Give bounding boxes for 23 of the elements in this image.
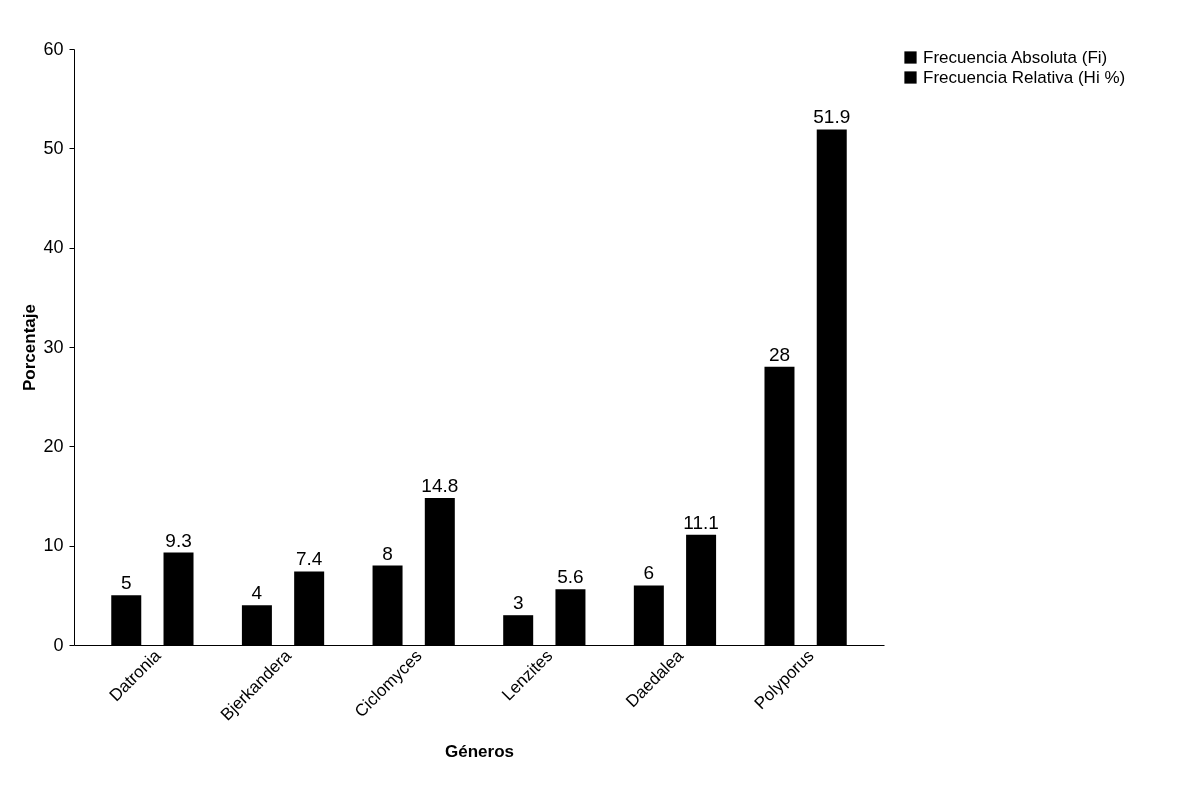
data-label: 6	[643, 562, 655, 584]
y-tick-label: 0	[53, 634, 64, 655]
data-label: 9.3	[165, 529, 192, 551]
y-tick-label: 10	[43, 535, 64, 556]
y-tick-label: 30	[43, 336, 64, 357]
y-tick-label: 50	[43, 137, 64, 158]
data-label: 8	[382, 542, 393, 564]
legend-label: Frecuencia Absoluta (Fi)	[923, 47, 1108, 67]
data-label: 14.8	[421, 474, 459, 496]
data-label: 3	[512, 592, 524, 614]
data-label: 5.6	[557, 566, 584, 588]
data-label: 28	[768, 343, 791, 365]
y-tick-label: 20	[43, 435, 64, 456]
x-axis-title: Géneros	[445, 741, 514, 761]
data-label: 7.4	[295, 548, 323, 570]
data-label: 11.1	[683, 511, 719, 533]
data-label: 4	[251, 582, 263, 604]
data-label: 5	[120, 572, 132, 594]
y-tick-label: 60	[43, 38, 64, 59]
y-axis-title: Porcentaje	[20, 304, 40, 391]
data-label: 51.9	[813, 106, 851, 128]
legend-label: Frecuencia Relativa (Hi %)	[923, 67, 1126, 87]
y-tick-label: 40	[43, 237, 64, 258]
